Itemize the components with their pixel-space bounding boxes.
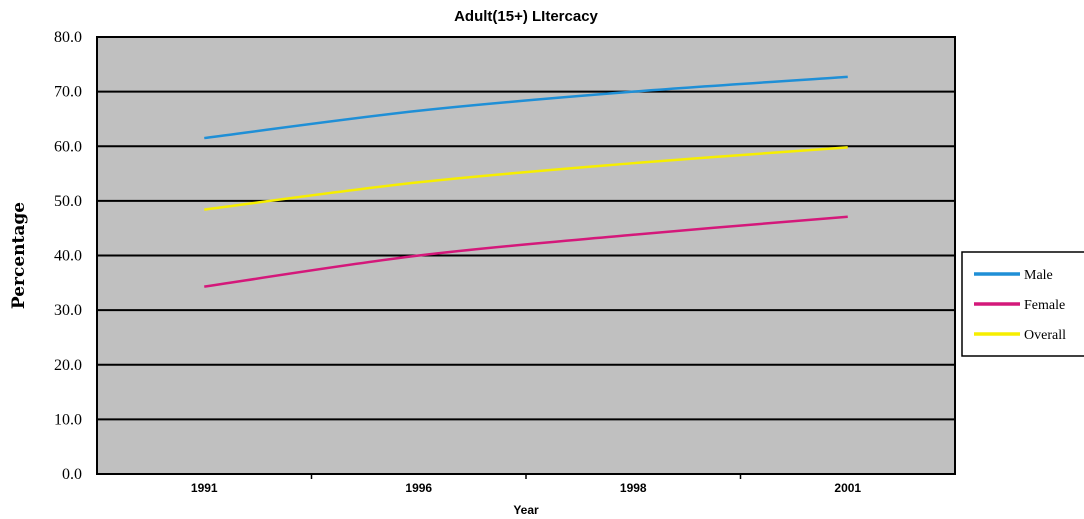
y-tick-label: 20.0 — [54, 357, 82, 374]
legend: Male Female Overall — [961, 251, 1084, 357]
x-tick-label: 1998 — [620, 481, 647, 495]
legend-label-female: Female — [1024, 298, 1065, 313]
chart-title: Adult(15+) LItercacy — [454, 8, 598, 25]
x-tick-label: 1991 — [191, 481, 218, 495]
series-line-female — [204, 215, 848, 288]
x-axis-label: Year — [513, 503, 539, 517]
y-tick-label: 0.0 — [62, 466, 82, 483]
series-line-overall — [204, 146, 848, 211]
x-tick-label: 1996 — [405, 481, 432, 495]
y-tick-label: 50.0 — [54, 193, 82, 210]
y-axis-label: Percentage — [9, 202, 29, 309]
y-tick-label: 70.0 — [54, 84, 82, 101]
series-line-male — [204, 75, 848, 140]
y-tick-label: 30.0 — [54, 302, 82, 319]
y-tick-label: 60.0 — [54, 138, 82, 155]
y-tick-label: 80.0 — [54, 29, 82, 46]
legend-label-male: Male — [1024, 268, 1053, 283]
y-tick-label: 10.0 — [54, 411, 82, 428]
y-tick-label: 40.0 — [54, 248, 82, 265]
x-tick-label: 2001 — [834, 481, 861, 495]
legend-label-overall: Overall — [1024, 328, 1066, 343]
